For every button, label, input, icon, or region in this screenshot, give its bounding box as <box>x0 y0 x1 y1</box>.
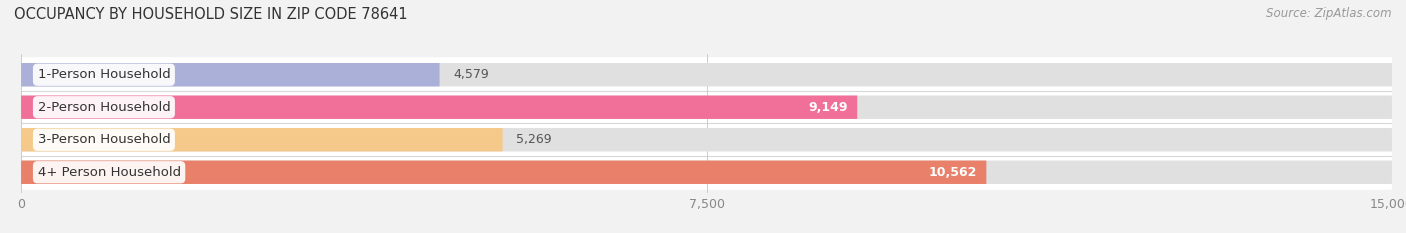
FancyBboxPatch shape <box>21 161 987 184</box>
Text: 5,269: 5,269 <box>516 133 553 146</box>
FancyBboxPatch shape <box>21 63 1392 86</box>
Text: 4,579: 4,579 <box>453 68 489 81</box>
Text: 3-Person Household: 3-Person Household <box>38 133 170 146</box>
Text: OCCUPANCY BY HOUSEHOLD SIZE IN ZIP CODE 78641: OCCUPANCY BY HOUSEHOLD SIZE IN ZIP CODE … <box>14 7 408 22</box>
FancyBboxPatch shape <box>21 90 1392 125</box>
FancyBboxPatch shape <box>21 63 440 86</box>
FancyBboxPatch shape <box>21 96 858 119</box>
Text: 1-Person Household: 1-Person Household <box>38 68 170 81</box>
Text: 9,149: 9,149 <box>808 101 848 114</box>
Text: 4+ Person Household: 4+ Person Household <box>38 166 180 179</box>
FancyBboxPatch shape <box>21 155 1392 190</box>
FancyBboxPatch shape <box>21 161 1392 184</box>
FancyBboxPatch shape <box>21 122 1392 157</box>
FancyBboxPatch shape <box>21 96 1392 119</box>
FancyBboxPatch shape <box>21 128 502 151</box>
Text: Source: ZipAtlas.com: Source: ZipAtlas.com <box>1267 7 1392 20</box>
FancyBboxPatch shape <box>21 128 1392 151</box>
Text: 10,562: 10,562 <box>929 166 977 179</box>
Text: 2-Person Household: 2-Person Household <box>38 101 170 114</box>
FancyBboxPatch shape <box>21 57 1392 92</box>
